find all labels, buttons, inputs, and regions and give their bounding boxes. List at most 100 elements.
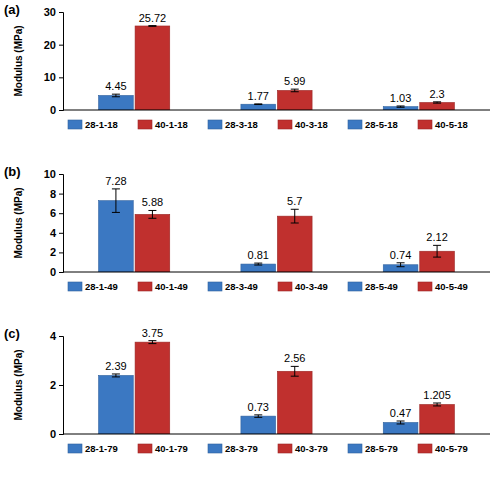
tick-mark: [59, 252, 63, 253]
tick-label: 0: [50, 428, 56, 440]
legend-swatch: [138, 120, 152, 129]
error-bar: [254, 103, 262, 105]
error-bar: [148, 25, 156, 27]
tick-mark: [59, 12, 63, 13]
legend-swatch: [348, 282, 362, 291]
error-bar: [148, 341, 156, 344]
legend-swatch: [348, 120, 362, 129]
bar: [99, 375, 134, 434]
data-label: 1.205: [423, 389, 451, 401]
x-axis: [63, 434, 490, 435]
tick-label: 6: [50, 207, 56, 219]
error-cap: [254, 263, 262, 264]
bar: [135, 342, 170, 434]
error-cap: [433, 403, 441, 404]
tick-label: 8: [50, 188, 56, 200]
tick-label: 30: [44, 6, 56, 18]
error-bar: [112, 189, 120, 213]
legend-label: 28-1-18: [85, 119, 118, 130]
error-cap: [291, 89, 299, 90]
legend-item: 40-1-79: [138, 443, 188, 454]
error-cap: [254, 104, 262, 105]
legend-item: 40-1-49: [138, 281, 188, 292]
data-label: 4.45: [105, 80, 126, 92]
error-stem: [115, 189, 116, 213]
legend-swatch: [208, 120, 222, 129]
legend-label: 28-3-79: [225, 443, 258, 454]
bar: [241, 416, 276, 434]
error-bar: [433, 403, 441, 406]
data-label: 1.03: [390, 92, 411, 104]
panel-title: (c): [4, 326, 20, 341]
panel-title: (b): [4, 164, 21, 179]
legend-swatch: [208, 444, 222, 453]
y-axis-title: Modulus (MPa): [13, 25, 24, 96]
error-cap: [254, 103, 262, 104]
axis-line: [63, 110, 490, 111]
tick: 2: [50, 246, 63, 258]
tick: 0: [50, 104, 63, 116]
legend-item: 28-1-18: [68, 119, 118, 130]
legend-label: 40-1-79: [155, 443, 188, 454]
tick-label: 10: [44, 168, 56, 180]
error-cap: [397, 421, 405, 422]
data-label: 0.47: [390, 407, 411, 419]
tick-label: 2: [50, 379, 56, 391]
tick: 10: [44, 168, 63, 180]
tick: 0: [50, 266, 63, 278]
error-cap: [148, 26, 156, 27]
error-cap: [148, 210, 156, 211]
axis-line: [59, 337, 64, 435]
legend: 28-1-7940-1-7928-3-7940-3-7928-5-7940-5-…: [68, 443, 468, 454]
error-bar: [112, 94, 120, 97]
bar: [99, 95, 134, 110]
error-bar: [433, 102, 441, 103]
data-label: 0.74: [390, 249, 411, 261]
error-cap: [291, 366, 299, 367]
tick-mark: [59, 77, 63, 78]
bar: [277, 90, 312, 110]
error-cap: [433, 257, 441, 258]
tick: 8: [50, 188, 63, 200]
tick-label: 10: [44, 71, 56, 83]
data-labels: 2.393.750.732.560.471.205: [105, 327, 451, 419]
tick-mark: [59, 272, 63, 273]
legend-item: 28-3-49: [208, 281, 258, 292]
y-axis: 0246810: [44, 168, 64, 278]
legend-label: 28-5-79: [365, 443, 398, 454]
error-stem: [294, 209, 295, 223]
error-bar: [254, 263, 262, 265]
legend-label: 28-5-49: [365, 281, 398, 292]
legend-swatch: [278, 282, 292, 291]
error-bar: [291, 209, 299, 223]
panel: 2.393.750.732.560.471.205024(c)Modulus (…: [4, 326, 490, 454]
error-bar: [397, 263, 405, 267]
legend-swatch: [68, 120, 82, 129]
legend-item: 28-3-18: [208, 119, 258, 130]
error-cap: [433, 101, 441, 102]
legend-swatch: [418, 282, 432, 291]
bar: [241, 104, 276, 110]
error-cap: [112, 212, 120, 213]
legend-swatch: [208, 282, 222, 291]
data-label: 25.72: [139, 12, 167, 24]
axis-line: [63, 434, 490, 435]
error-cap: [433, 245, 441, 246]
legend-item: 28-3-79: [208, 443, 258, 454]
tick-label: 4: [50, 330, 57, 342]
legend-item: 28-5-18: [348, 119, 398, 130]
data-label: 7.28: [105, 175, 126, 187]
data-label: 5.7: [287, 195, 302, 207]
legend-item: 40-5-49: [418, 281, 468, 292]
plot-area: [99, 341, 455, 434]
panel-title: (a): [4, 2, 20, 17]
error-bar: [112, 374, 120, 377]
data-label: 5.88: [142, 196, 163, 208]
tick-mark: [59, 385, 63, 386]
error-stem: [152, 210, 153, 218]
error-bar: [254, 415, 262, 417]
legend-label: 28-1-49: [85, 281, 118, 292]
error-cap: [291, 91, 299, 92]
tick-mark: [59, 213, 63, 214]
error-bar: [397, 421, 405, 424]
